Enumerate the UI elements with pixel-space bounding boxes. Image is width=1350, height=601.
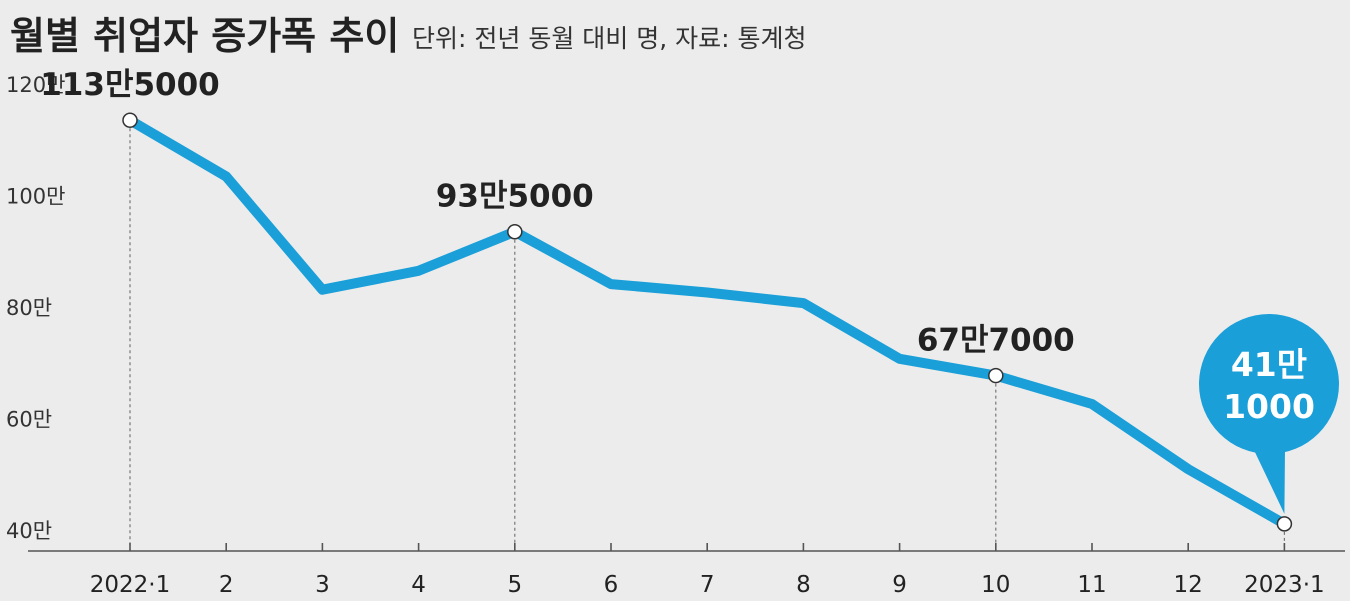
x-tick-label: 12 <box>1174 572 1203 598</box>
x-tick-label: 2022·1 <box>90 572 170 598</box>
data-point-marker <box>988 367 1004 384</box>
data-label: 113만5000 <box>40 67 220 103</box>
y-tick-label: 40만 <box>6 519 52 543</box>
x-tick-label: 10 <box>981 572 1010 598</box>
x-tick-label: 11 <box>1077 572 1106 598</box>
x-tick-label: 3 <box>315 572 330 598</box>
callout-bubble <box>1199 314 1339 454</box>
x-tick-label: 2023·1 <box>1244 572 1324 598</box>
y-tick-label: 120만 <box>6 73 65 97</box>
y-tick-label: 80만 <box>6 296 52 320</box>
x-tick-label: 2 <box>219 572 234 598</box>
data-label: 93만5000 <box>436 179 594 215</box>
x-tick-label: 8 <box>796 572 811 598</box>
callout-label-line2: 1000 <box>1223 387 1315 426</box>
x-tick-label: 7 <box>700 572 715 598</box>
x-tick-label: 4 <box>411 572 426 598</box>
series-line <box>125 115 1290 529</box>
chart-title: 월별 취업자 증가폭 추이 <box>10 14 399 58</box>
callout-label-line1: 41만 <box>1231 345 1307 384</box>
data-point-marker <box>122 112 138 128</box>
x-tick-label: 9 <box>892 572 907 598</box>
y-tick-label: 60만 <box>6 408 52 432</box>
data-label: 67만7000 <box>917 323 1075 359</box>
x-tick-label: 5 <box>507 572 522 598</box>
y-tick-label: 100만 <box>6 185 65 209</box>
chart-subtitle: 단위: 전년 동월 대비 명, 자료: 통계청 <box>412 24 806 53</box>
x-tick-label: 6 <box>604 572 619 598</box>
data-point-marker <box>1276 516 1293 532</box>
data-point-marker <box>507 223 523 240</box>
callout-pointer <box>1253 448 1285 514</box>
